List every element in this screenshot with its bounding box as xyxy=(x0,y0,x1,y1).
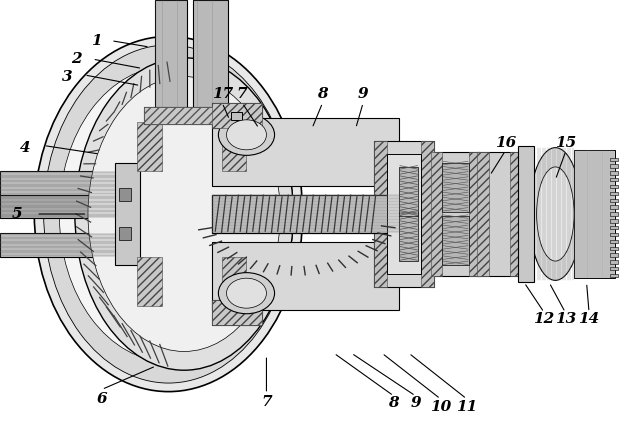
Bar xyxy=(222,257,246,306)
Bar xyxy=(610,205,618,209)
Bar xyxy=(477,152,521,276)
Bar xyxy=(610,178,618,181)
Bar xyxy=(212,103,262,128)
Text: 9: 9 xyxy=(358,87,369,101)
Bar xyxy=(431,152,442,276)
Ellipse shape xyxy=(59,66,278,362)
Bar xyxy=(119,227,131,240)
Bar xyxy=(610,247,618,250)
Bar xyxy=(137,122,162,171)
Text: 4: 4 xyxy=(19,141,31,155)
Bar xyxy=(119,188,131,201)
Text: 7: 7 xyxy=(236,87,248,101)
Bar xyxy=(212,195,399,233)
Bar xyxy=(155,0,187,111)
Bar xyxy=(610,274,618,277)
Bar xyxy=(137,257,162,306)
Text: 16: 16 xyxy=(495,137,516,150)
Bar xyxy=(518,146,534,282)
Bar xyxy=(212,300,262,325)
Ellipse shape xyxy=(529,148,582,280)
Text: 6: 6 xyxy=(96,392,107,406)
Text: 3: 3 xyxy=(62,70,73,84)
Bar xyxy=(222,122,246,171)
Bar xyxy=(610,260,618,264)
Ellipse shape xyxy=(537,167,574,261)
Bar xyxy=(469,152,480,276)
Text: 10: 10 xyxy=(430,400,451,413)
Bar xyxy=(0,171,131,195)
Ellipse shape xyxy=(218,114,275,155)
Bar xyxy=(399,167,418,216)
Ellipse shape xyxy=(88,77,280,351)
Text: 5: 5 xyxy=(12,207,23,221)
Bar xyxy=(610,267,618,270)
Bar xyxy=(610,158,618,161)
Bar xyxy=(144,107,237,124)
Ellipse shape xyxy=(227,278,266,308)
Bar xyxy=(421,141,434,287)
Bar xyxy=(442,216,469,265)
Text: 11: 11 xyxy=(456,400,477,413)
Text: 7: 7 xyxy=(261,395,272,409)
Ellipse shape xyxy=(75,58,293,370)
Text: 13: 13 xyxy=(555,312,576,326)
Bar xyxy=(212,242,399,310)
Bar xyxy=(610,219,618,223)
Bar xyxy=(510,152,521,276)
Text: 1: 1 xyxy=(91,34,102,48)
Text: 12: 12 xyxy=(534,312,555,326)
Ellipse shape xyxy=(34,36,303,392)
Bar xyxy=(212,300,262,325)
Bar xyxy=(399,212,418,261)
Bar xyxy=(610,233,618,236)
Bar xyxy=(610,240,618,243)
Bar xyxy=(137,122,246,171)
Bar xyxy=(431,152,480,276)
Bar xyxy=(374,141,387,287)
Bar xyxy=(610,253,618,257)
Bar xyxy=(0,233,131,257)
Bar xyxy=(374,141,434,287)
Text: 14: 14 xyxy=(578,312,600,326)
Bar xyxy=(212,103,262,128)
Text: 8: 8 xyxy=(388,396,399,410)
Bar xyxy=(442,163,469,212)
Bar xyxy=(144,107,237,124)
Bar xyxy=(610,199,618,202)
Ellipse shape xyxy=(227,120,266,150)
Bar xyxy=(574,150,615,278)
Bar xyxy=(212,118,399,186)
Text: 8: 8 xyxy=(317,87,328,101)
Ellipse shape xyxy=(44,45,293,383)
Bar xyxy=(193,0,228,111)
Bar xyxy=(610,171,618,175)
Bar xyxy=(610,185,618,188)
Bar xyxy=(0,195,131,218)
Ellipse shape xyxy=(218,273,275,314)
Bar xyxy=(610,226,618,229)
Text: 17: 17 xyxy=(212,87,233,101)
Bar xyxy=(610,164,618,168)
Bar xyxy=(115,163,140,265)
Bar xyxy=(477,152,489,276)
Bar xyxy=(610,212,618,216)
Bar xyxy=(231,112,242,120)
Bar xyxy=(387,154,421,274)
Bar xyxy=(137,257,246,306)
Text: 9: 9 xyxy=(410,396,421,410)
Bar xyxy=(610,192,618,195)
Text: 2: 2 xyxy=(71,52,82,66)
Text: 15: 15 xyxy=(555,137,577,150)
